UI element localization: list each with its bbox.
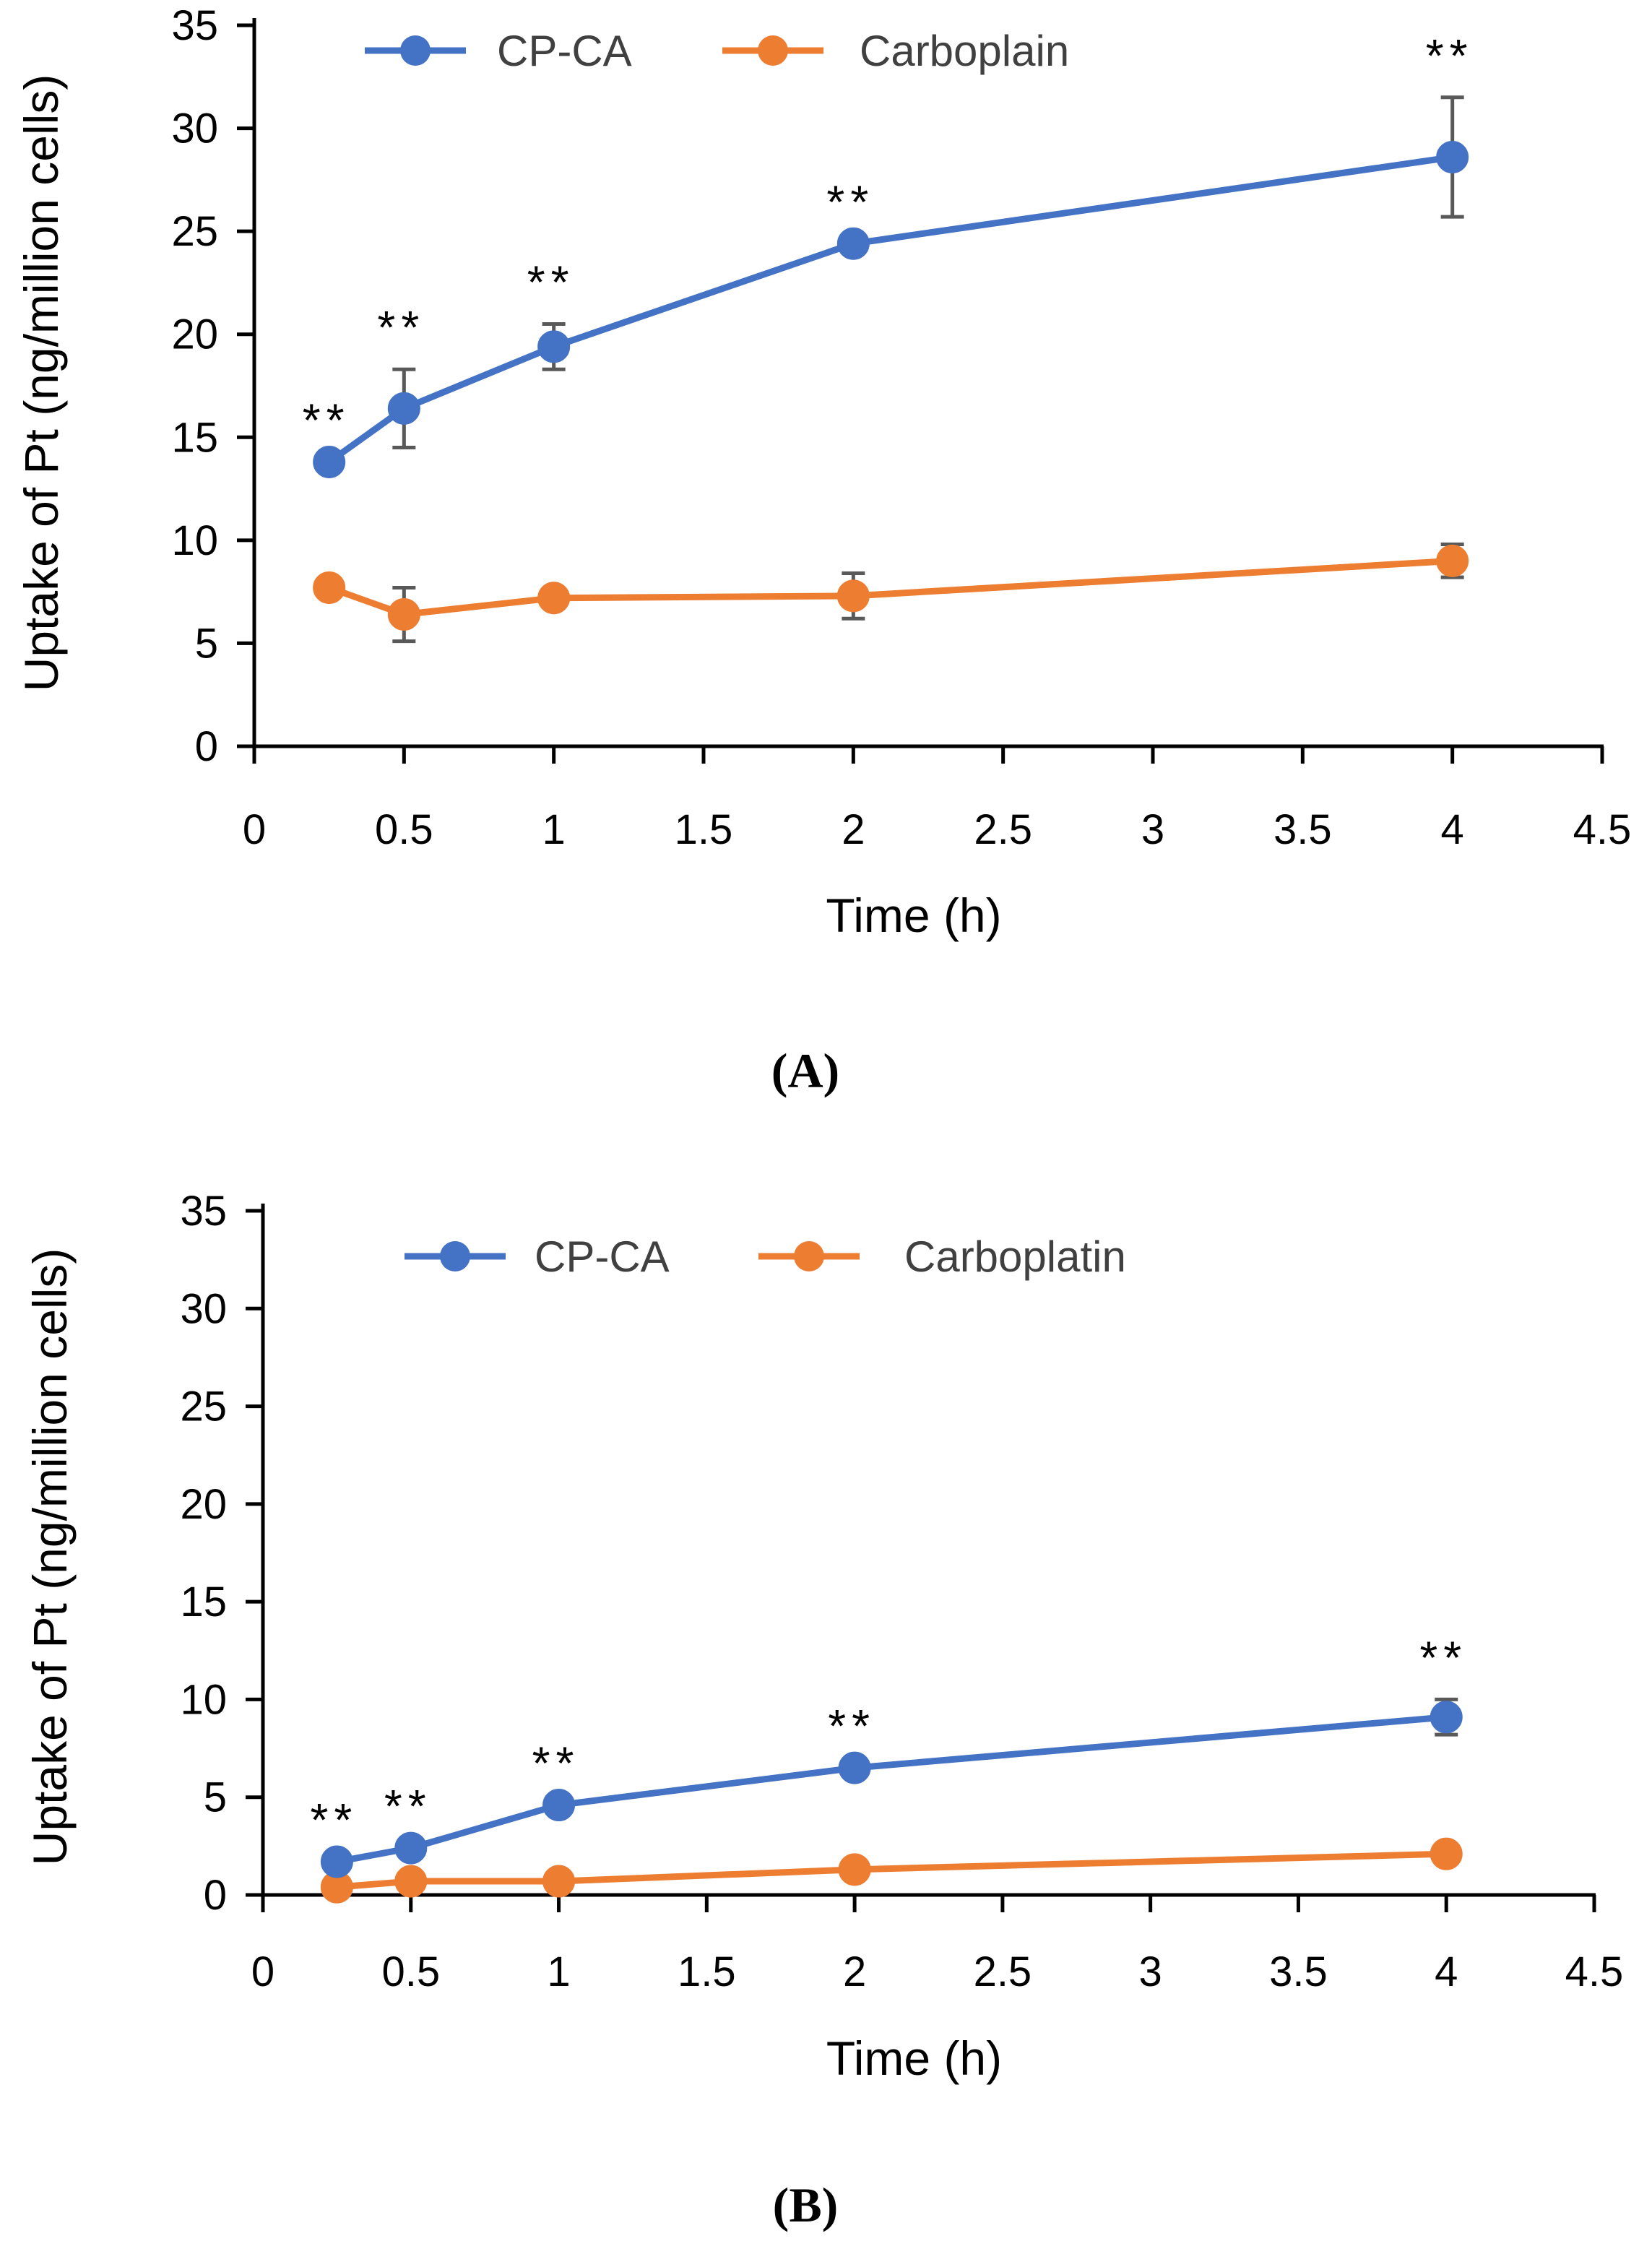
x-tick-label: 3 [1139, 1948, 1162, 1995]
legend-marker [758, 35, 788, 66]
legend-label: CP-CA [497, 27, 632, 75]
significance-label: ** [310, 1794, 358, 1846]
y-tick-label: 30 [180, 1285, 227, 1332]
y-tick-label: 5 [195, 620, 218, 667]
y-tick-label: 20 [171, 311, 218, 358]
significance-label: ** [1419, 1631, 1467, 1683]
x-tick-label: 2.5 [974, 806, 1032, 853]
data-point [537, 582, 571, 615]
data-point [1430, 1837, 1463, 1870]
x-tick-label: 4 [1435, 1948, 1458, 1995]
chart-b: 0 5 10 15 20 25 30 35 0 0.5 1 1.5 2 2.5 3 3.5 4 4.5 Time (… [23, 1188, 1624, 2232]
data-point [1436, 544, 1469, 577]
data-point [313, 571, 346, 604]
legend-label: Carboplain [860, 27, 1069, 75]
data-point [394, 1865, 428, 1898]
x-tick-label: 3.5 [1273, 806, 1332, 853]
data-point [537, 330, 571, 363]
y-tick-label: 0 [195, 723, 218, 770]
y-axis-title: Uptake of Pt (ng/million cells) [14, 74, 68, 692]
x-tick-label: 2 [842, 806, 865, 853]
significance-label: ** [303, 394, 350, 446]
panel-b: 0 5 10 15 20 25 30 35 0 0.5 1 1.5 2 2.5 3 3.5 4 4.5 Time (… [0, 1134, 1652, 2267]
legend-marker [400, 35, 431, 66]
y-tick-label: 25 [171, 208, 218, 255]
data-point [836, 579, 870, 613]
y-tick-label: 20 [180, 1481, 227, 1528]
data-point [1436, 140, 1469, 173]
significance-label: ** [532, 1737, 580, 1789]
x-tick-label: 4.5 [1573, 806, 1632, 853]
significance-label: ** [828, 1700, 875, 1752]
y-tick-label: 5 [204, 1774, 227, 1821]
x-tick-label: 4.5 [1565, 1948, 1624, 1995]
y-axis-title: Uptake of Pt (ng/million cells) [23, 1248, 77, 1866]
data-point [838, 1751, 871, 1784]
x-axis-title: Time (h) [826, 2031, 1002, 2085]
x-tick-label: 0.5 [381, 1948, 440, 1995]
legend-marker [794, 1241, 824, 1271]
legend-label: CP-CA [535, 1232, 670, 1281]
data-point [320, 1845, 353, 1878]
panel-label: (B) [773, 2177, 839, 2232]
x-tick-label: 0 [251, 1948, 274, 1995]
data-point [387, 598, 420, 631]
series-line-1 [337, 1850, 1447, 1891]
data-point [836, 227, 870, 260]
data-point [387, 392, 420, 425]
series-line-1 [328, 557, 1453, 618]
y-tick-label: 25 [180, 1383, 227, 1430]
y-tick-label: 15 [171, 414, 218, 461]
series-line-0 [336, 1714, 1447, 1865]
y-tick-label: 15 [180, 1579, 227, 1625]
legend-label: Carboplatin [904, 1232, 1126, 1281]
data-point [838, 1853, 871, 1886]
data-point [542, 1865, 576, 1898]
y-tick-label: 10 [180, 1676, 227, 1723]
x-tick-label: 2 [843, 1948, 866, 1995]
data-point [1430, 1701, 1463, 1734]
x-tick-label: 1 [542, 806, 566, 853]
x-tick-label: 2.5 [974, 1948, 1032, 1995]
significance-label: ** [377, 301, 425, 353]
y-tick-label: 10 [171, 517, 218, 564]
x-tick-label: 0.5 [375, 806, 433, 853]
y-tick-label: 30 [171, 105, 218, 152]
data-point [542, 1789, 576, 1822]
x-tick-label: 1.5 [675, 806, 733, 853]
significance-label: ** [826, 176, 874, 228]
data-point [394, 1831, 428, 1865]
x-axis-title: Time (h) [826, 889, 1001, 942]
y-tick-label: 35 [171, 2, 218, 49]
x-tick-label: 4 [1441, 806, 1464, 853]
panel-label: (A) [771, 1043, 839, 1098]
legend-marker [440, 1241, 470, 1271]
significance-label: ** [1426, 30, 1474, 82]
y-tick-label: 0 [204, 1872, 227, 1919]
y-tick-label: 35 [180, 1188, 227, 1235]
series-line-0 [327, 154, 1453, 465]
chart-a: 0 5 10 15 20 25 30 35 0 0.5 1 1.5 2 2.5 3 3.5 4 4.5 Time (… [14, 2, 1632, 1098]
x-tick-label: 1.5 [678, 1948, 736, 1995]
x-tick-label: 1 [547, 1948, 570, 1995]
significance-label: ** [527, 256, 575, 308]
data-point [313, 446, 346, 479]
x-tick-label: 0 [243, 806, 266, 853]
x-tick-label: 3.5 [1269, 1948, 1328, 1995]
panel-a: 0 5 10 15 20 25 30 35 0 0.5 1 1.5 2 2.5 3 3.5 4 4.5 Time (… [14, 2, 1632, 1098]
x-tick-label: 3 [1141, 806, 1164, 853]
significance-label: ** [384, 1780, 432, 1832]
